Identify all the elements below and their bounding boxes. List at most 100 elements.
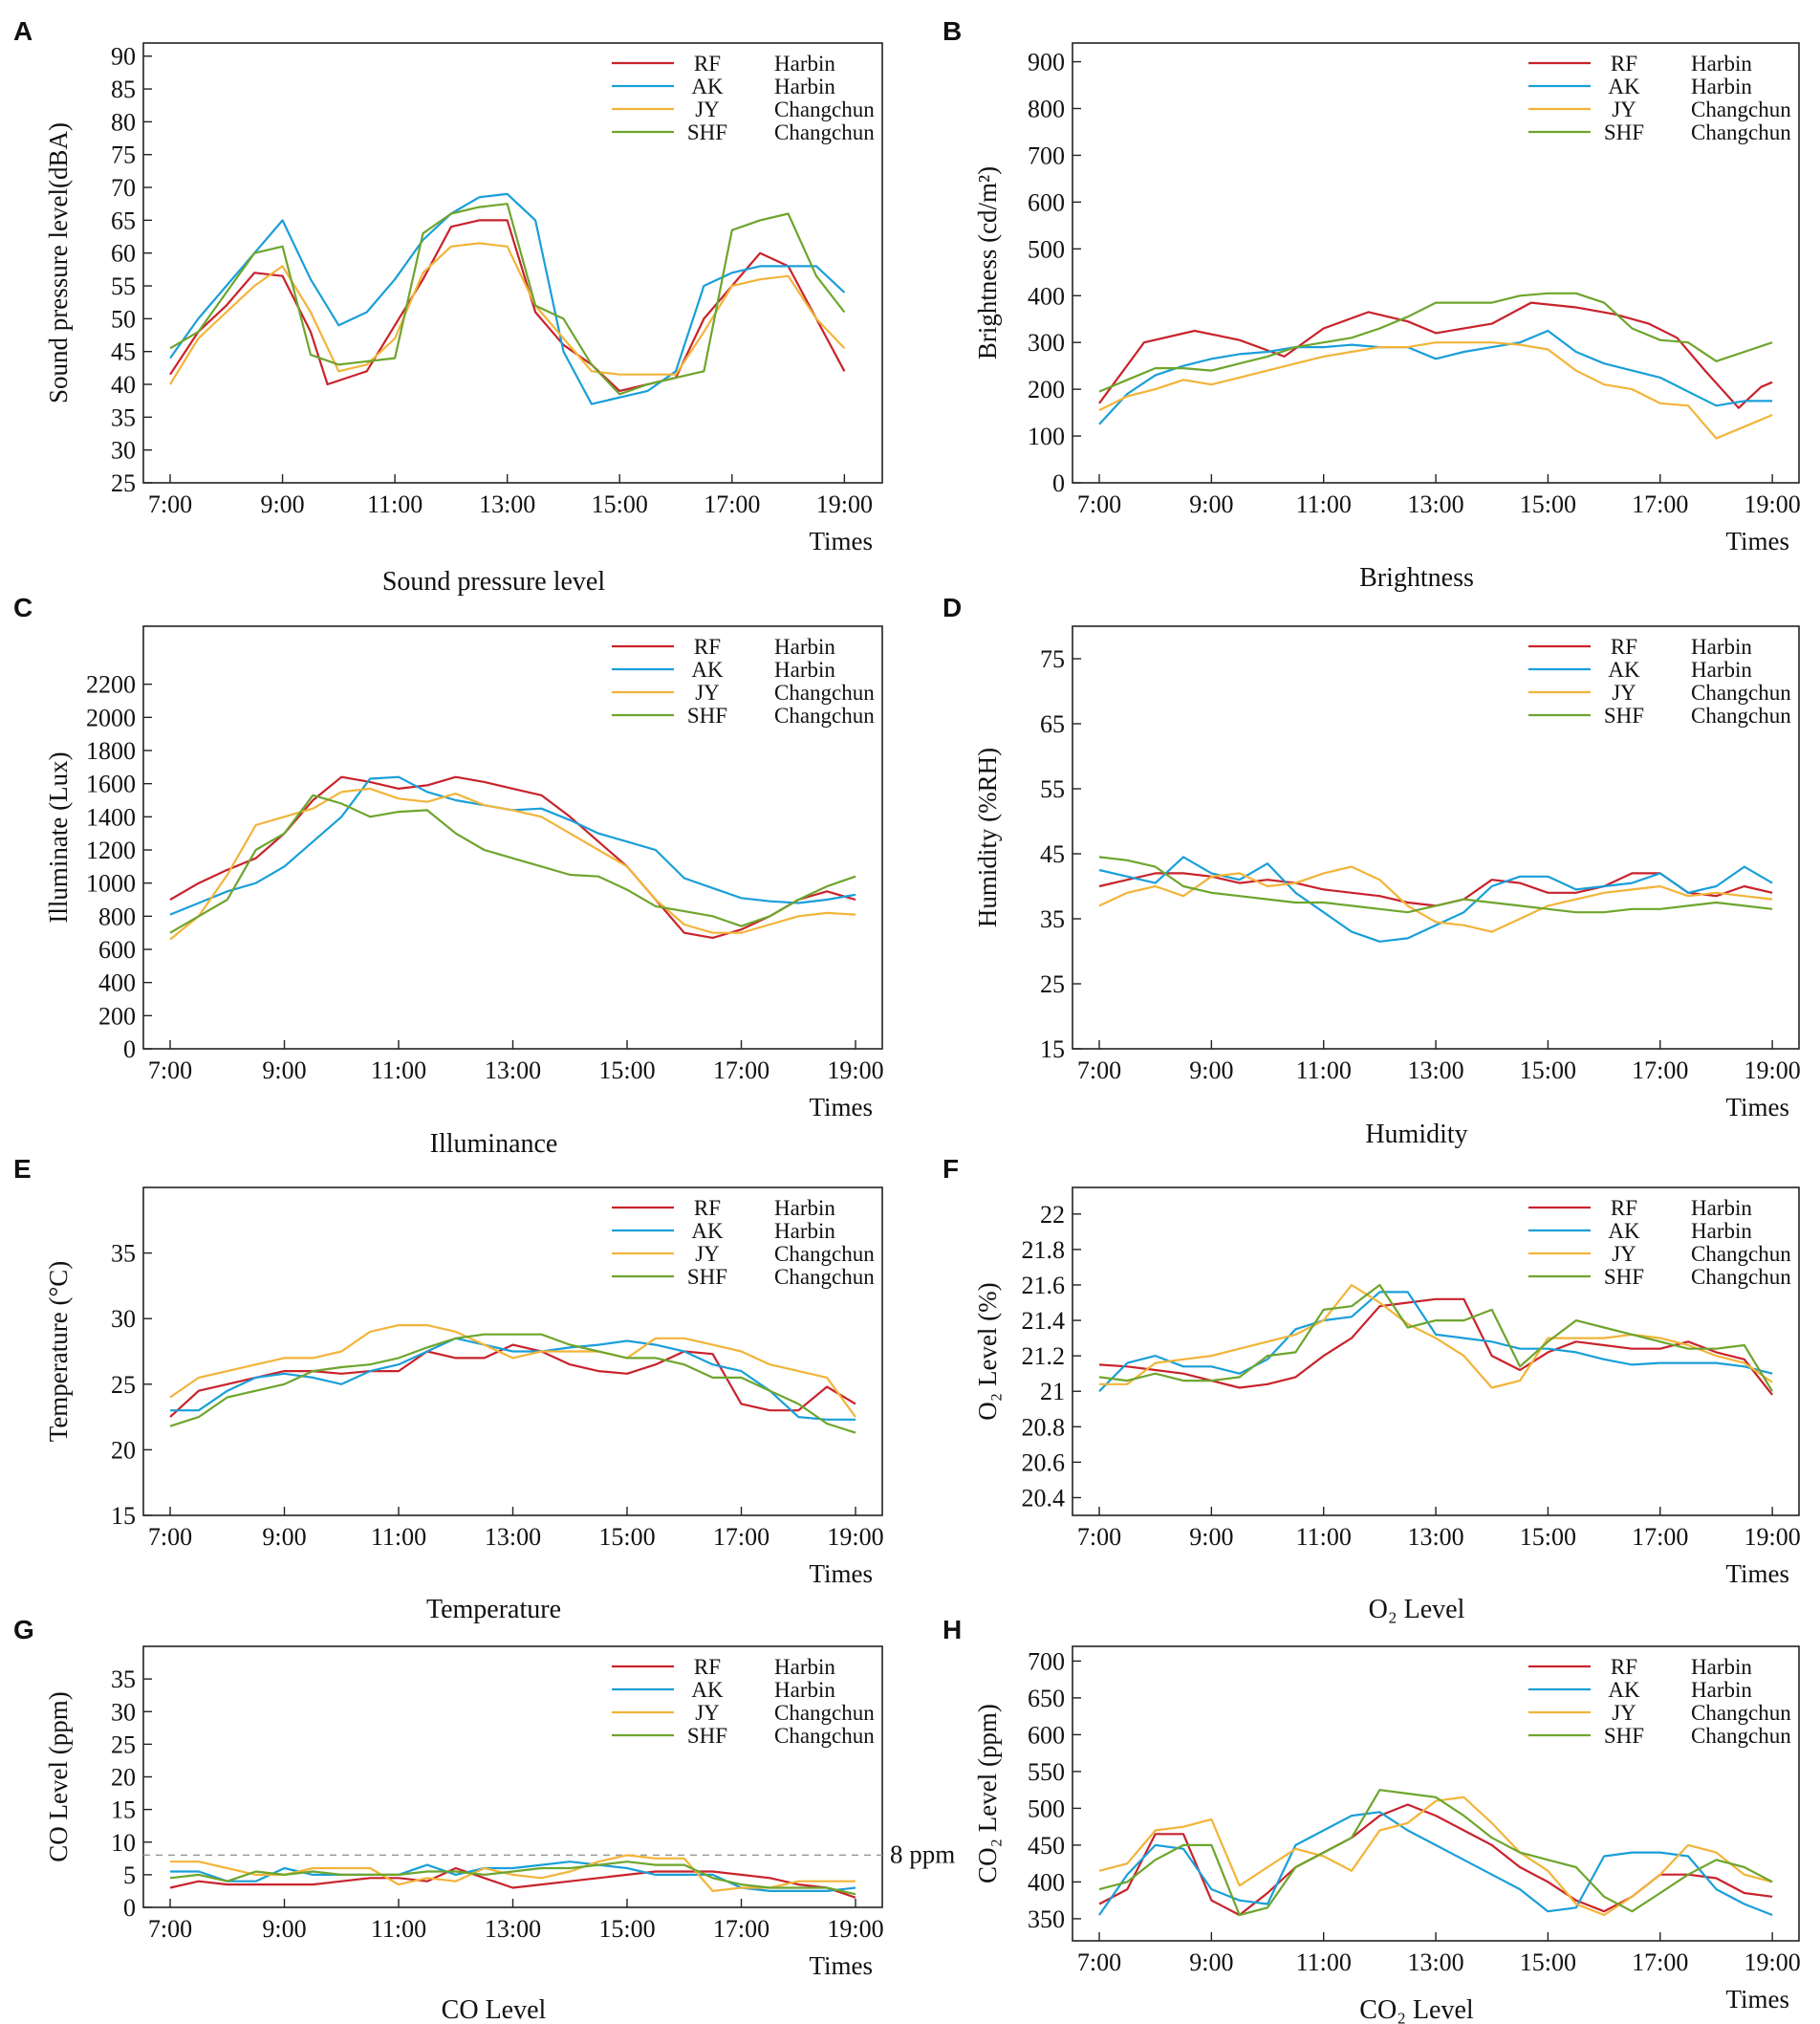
- y-tick-label: 400: [98, 969, 136, 997]
- y-tick-label: 35: [1040, 905, 1065, 933]
- y-tick-label: 5: [123, 1861, 136, 1889]
- legend: RF Harbin AK Harbin JY Changchun SHF Changchun: [612, 1655, 875, 1748]
- legend: RF Harbin AK Harbin JY Changchun SHF Changchun: [612, 635, 875, 728]
- legend-series-label: SHF: [687, 1265, 727, 1289]
- x-tick-label: 19:00: [827, 1915, 883, 1943]
- series-line-rf: [1098, 301, 1773, 409]
- x-tick-label: 19:00: [1744, 1056, 1801, 1084]
- legend-city-label: Harbin: [774, 635, 835, 659]
- x-tick-label: 13:00: [1407, 1056, 1463, 1084]
- chart-panel-e: E 15 20 25 30 35 7:00 9:00 11:00 13:00 15:00 17:00 1…: [13, 1154, 884, 1624]
- legend: RF Harbin AK Harbin JY Changchun SHF Changchun: [612, 52, 875, 144]
- x-tick-label: 7:00: [148, 1056, 192, 1084]
- panel-letter: D: [942, 593, 962, 622]
- legend-city-label: Changchun: [1691, 98, 1791, 121]
- panel-letter: C: [13, 593, 32, 622]
- x-tick-label: 9:00: [262, 1915, 306, 1943]
- y-tick-label: 85: [111, 76, 136, 103]
- chart-panel-b: B 0 100 200 300 400 500 600 700 800 900 7:00 9:00 11:…: [942, 16, 1801, 593]
- legend-series-label: RF: [694, 1655, 721, 1679]
- y-tick-label: 10: [111, 1829, 136, 1857]
- y-tick-label: 55: [1040, 775, 1065, 803]
- series-line-jy: [169, 787, 856, 941]
- series-line-jy: [169, 242, 846, 385]
- chart-caption: Illuminance: [430, 1129, 558, 1159]
- y-tick-label: 30: [111, 1698, 136, 1726]
- plot-frame: [142, 42, 883, 484]
- plot-frame: [1072, 1186, 1800, 1516]
- legend-series-label: AK: [1608, 75, 1640, 98]
- x-tick-label: 15:00: [1520, 1948, 1576, 1976]
- legend-city-label: Changchun: [1691, 704, 1791, 728]
- legend-city-label: Changchun: [1691, 1724, 1791, 1748]
- y-tick-label: 0: [123, 1894, 136, 1922]
- y-tick-label: 15: [111, 1502, 136, 1530]
- legend-series-label: RF: [1611, 635, 1637, 659]
- legend-series-label: JY: [695, 1242, 720, 1266]
- legend-city-label: Changchun: [774, 120, 875, 144]
- y-axis-title: Illuminate (Lux): [44, 751, 73, 923]
- legend-series-label: AK: [691, 658, 724, 682]
- x-tick-label: 19:00: [1744, 1523, 1801, 1551]
- chart-caption: Temperature: [426, 1595, 561, 1624]
- x-tick-label: 13:00: [485, 1056, 541, 1084]
- panel-letter: A: [13, 16, 32, 46]
- series-line-rf: [169, 219, 846, 392]
- chart-caption: CO Level: [442, 1995, 547, 2024]
- x-tick-label: 11:00: [1296, 1948, 1352, 1976]
- series-line-shf: [1098, 292, 1773, 393]
- y-tick-label: 100: [1028, 423, 1065, 450]
- legend-city-label: Harbin: [774, 1678, 835, 1702]
- x-axis-title: Times: [1725, 1985, 1789, 2013]
- series-line-ak: [1098, 856, 1773, 943]
- legend-series-label: JY: [695, 1701, 720, 1725]
- legend: RF Harbin AK Harbin JY Changchun SHF Changchun: [1528, 635, 1791, 728]
- y-tick-label: 55: [111, 272, 136, 300]
- panel-letter: E: [13, 1154, 32, 1184]
- y-axis-title: Brightness (cd/m²): [973, 166, 1002, 359]
- series-line-shf: [1098, 1789, 1773, 1917]
- x-tick-label: 15:00: [598, 1523, 655, 1551]
- y-tick-label: 80: [111, 108, 136, 136]
- x-tick-label: 7:00: [1077, 1056, 1121, 1084]
- x-tick-label: 9:00: [1189, 490, 1233, 518]
- legend-city-label: Changchun: [774, 1701, 875, 1725]
- legend-city-label: Harbin: [774, 52, 835, 76]
- legend-series-label: RF: [694, 1196, 721, 1220]
- y-tick-label: 65: [1040, 710, 1065, 738]
- legend-city-label: Changchun: [774, 1265, 875, 1289]
- legend-series-label: SHF: [687, 120, 727, 144]
- legend-series-label: RF: [1611, 1655, 1637, 1679]
- legend-series-label: AK: [691, 1219, 724, 1243]
- y-tick-label: 20: [111, 1764, 136, 1792]
- y-tick-label: 35: [111, 1665, 136, 1693]
- series-line-jy: [1099, 1283, 1773, 1389]
- legend-series-label: RF: [694, 52, 721, 76]
- reference-label: 8 ppm: [890, 1839, 955, 1868]
- y-axis-title: Sound pressure level(dBA): [44, 122, 73, 403]
- y-tick-label: 300: [1028, 329, 1065, 357]
- y-tick-label: 1400: [86, 803, 136, 831]
- y-tick-label: 65: [111, 207, 136, 234]
- y-tick-label: 700: [1028, 1647, 1065, 1675]
- x-tick-label: 9:00: [1189, 1056, 1233, 1084]
- x-tick-label: 19:00: [1744, 1948, 1801, 1976]
- x-axis-title: Times: [809, 1951, 873, 1980]
- legend-city-label: Changchun: [1691, 681, 1791, 705]
- y-tick-label: 40: [111, 371, 136, 399]
- series-line-shf: [1098, 856, 1773, 914]
- y-tick-label: 800: [1028, 96, 1065, 123]
- x-tick-label: 15:00: [598, 1915, 655, 1943]
- chart-panel-d: D 15 25 35 45 55 65 75 7:00 9:00 11:00 13:00 15:00 17…: [942, 593, 1801, 1149]
- y-tick-label: 30: [111, 1305, 136, 1333]
- chart-panel-f: F 20.4 20.6 20.8 21 21.2 21.4 21.6 21.8 22 7:00 9:0…: [942, 1154, 1801, 1624]
- y-tick-label: 45: [111, 338, 136, 366]
- y-tick-label: 0: [1052, 469, 1065, 497]
- legend-city-label: Harbin: [1691, 1219, 1752, 1243]
- x-tick-label: 15:00: [1520, 1056, 1576, 1084]
- series-line-ak: [1098, 329, 1773, 425]
- legend-city-label: Harbin: [774, 1196, 835, 1220]
- x-tick-label: 11:00: [371, 1523, 426, 1551]
- x-tick-label: 17:00: [713, 1056, 769, 1084]
